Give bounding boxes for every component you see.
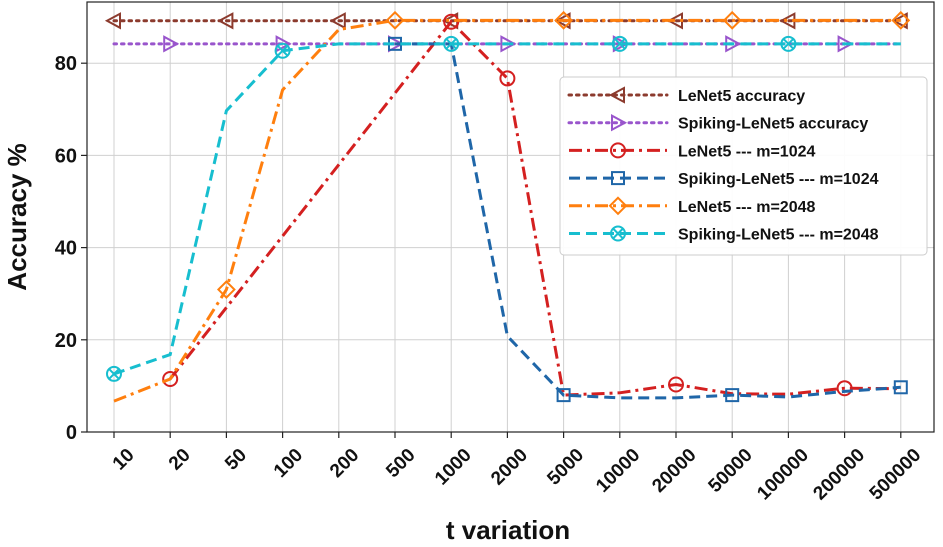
- x-marker-ring: [106, 365, 122, 382]
- series-group: [104, 10, 911, 403]
- triangle-left-marker: [104, 12, 121, 30]
- legend-label: LeNet5 --- m=1024: [678, 143, 815, 160]
- y-tick-label: 40: [55, 238, 77, 260]
- y-tick-label: 60: [55, 145, 77, 167]
- circle-marker: [668, 376, 684, 393]
- x-tick-label: 50000: [705, 445, 757, 497]
- legend-entry: Spiking-LeNet5 --- m=2048: [569, 225, 879, 244]
- triangle-right-marker: [837, 35, 854, 53]
- x-tick-label: 20000: [648, 445, 700, 497]
- x-tick-label: 200: [326, 445, 363, 482]
- series-line: [113, 42, 901, 376]
- x-tick-label: 500: [382, 445, 419, 482]
- x-marker-ring: [274, 42, 291, 59]
- legend-entry: LeNet5 --- m=2048: [569, 196, 815, 216]
- triangle-left-marker: [329, 12, 346, 30]
- x-tick-label: 10: [109, 445, 139, 475]
- x-marker-stroke: [108, 368, 120, 380]
- x-tick-label: 50: [221, 445, 251, 475]
- legend-entry: Spiking-LeNet5 --- m=1024: [569, 171, 879, 188]
- y-tick-label: 0: [66, 422, 77, 444]
- triangle-right-marker: [163, 35, 180, 53]
- x-tick-label: 10000: [592, 445, 644, 497]
- x-tick-label: 100: [270, 445, 307, 482]
- diamond-marker: [554, 10, 574, 30]
- y-axis-label: Accuracy %: [2, 143, 32, 290]
- x-marker-ring: [610, 225, 626, 242]
- square-marker: [556, 388, 571, 403]
- x-marker-stroke: [614, 38, 626, 50]
- legend-label: Spiking-LeNet5 accuracy: [678, 116, 868, 133]
- square-marker: [725, 388, 740, 403]
- series-line: [395, 42, 901, 400]
- x-marker-stroke: [277, 45, 288, 56]
- x-tick-label: 100000: [753, 445, 813, 505]
- diamond-marker: [891, 10, 911, 30]
- legend-entry: LeNet5 accuracy: [567, 86, 805, 105]
- legend: LeNet5 accuracy Spiking-LeNet5 accuracy Le…: [559, 76, 928, 256]
- legend-label: Spiking-LeNet5 --- m=1024: [678, 171, 879, 188]
- triangle-right-marker: [500, 35, 517, 53]
- diamond-marker: [385, 10, 405, 30]
- x-tick-label: 5000: [543, 445, 588, 490]
- x-marker-stroke: [612, 228, 624, 239]
- series-3: [162, 13, 901, 397]
- plot-frame: [86, 1, 935, 433]
- x-marker-ring: [611, 35, 628, 52]
- series-5: [113, 10, 911, 403]
- series-line: [113, 18, 901, 403]
- x-axis: 10 20 50 100 200 500 1000 2000 5000 10000 20000 500…: [109, 432, 926, 505]
- circle-marker: [162, 370, 179, 387]
- diamond-marker: [608, 196, 628, 216]
- circle-marker: [610, 142, 626, 159]
- x-marker-stroke: [445, 38, 457, 50]
- legend-label: LeNet5 --- m=2048: [678, 199, 815, 216]
- y-tick-label: 20: [55, 330, 77, 352]
- x-marker-ring: [780, 35, 797, 52]
- diamond-marker: [216, 280, 236, 299]
- triangle-left-marker: [217, 12, 234, 30]
- diamond-marker: [722, 10, 742, 30]
- legend-entry: LeNet5 --- m=1024: [569, 142, 815, 160]
- triangle-right-marker: [275, 35, 292, 53]
- x-tick-label: 500000: [866, 445, 926, 505]
- x-tick-label: 1000: [431, 445, 476, 490]
- series-6: [106, 35, 901, 382]
- circle-marker: [836, 380, 853, 397]
- legend-label: LeNet5 accuracy: [678, 88, 805, 105]
- series-line: [169, 19, 901, 397]
- triangle-right-marker: [611, 114, 628, 132]
- x-axis-label: t variation: [446, 515, 570, 545]
- y-tick-label: 80: [55, 53, 77, 75]
- triangle-left-marker: [891, 12, 908, 30]
- legend-label: Spiking-LeNet5 --- m=2048: [678, 227, 879, 244]
- x-tick-label: 20: [165, 445, 195, 475]
- circle-marker: [499, 70, 516, 87]
- x-marker-ring: [443, 35, 460, 52]
- x-tick-label: 2000: [487, 445, 532, 490]
- x-marker-stroke: [783, 38, 794, 50]
- legend-entry: Spiking-LeNet5 accuracy: [567, 114, 868, 133]
- triangle-left-marker: [608, 86, 625, 104]
- x-tick-label: 200000: [810, 445, 870, 505]
- square-marker: [893, 380, 908, 395]
- y-axis: 0 20 40 60 80: [55, 53, 87, 444]
- square-marker: [611, 171, 625, 186]
